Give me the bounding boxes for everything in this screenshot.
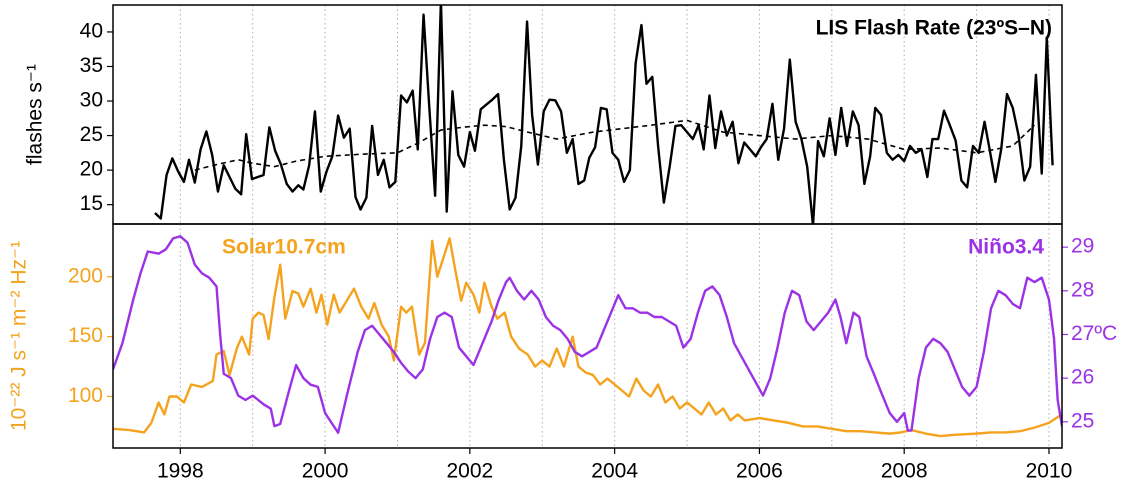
plot-area xyxy=(154,5,1054,224)
y-tick-label: 25 xyxy=(80,123,103,146)
y-axis-label: 10⁻²² J s⁻¹ m⁻² Hz⁻¹ xyxy=(8,241,31,431)
x-tick-label: 1998 xyxy=(157,460,204,483)
x-tick-label: 2004 xyxy=(591,460,638,483)
y-tick-label: 100 xyxy=(68,384,103,407)
y2-tick-label: 27ºC xyxy=(1071,322,1117,345)
x-tick-label: 2008 xyxy=(881,460,928,483)
y-axis-label: flashes s⁻¹ xyxy=(24,64,47,165)
data-line xyxy=(154,5,1054,224)
x-tick-label: 2006 xyxy=(736,460,783,483)
y-tick-label: 40 xyxy=(80,19,103,42)
y-tick-label: 15 xyxy=(80,192,103,215)
y-tick-label: 30 xyxy=(80,89,103,112)
y-tick-label: 150 xyxy=(68,324,103,347)
data-line xyxy=(113,237,1061,438)
y2-tick-label: 26 xyxy=(1071,366,1094,389)
y-tick-label: 200 xyxy=(68,264,103,287)
panel-frame xyxy=(112,223,1063,449)
chart-title: LIS Flash Rate (23ºS–N) xyxy=(816,17,1052,40)
data-line xyxy=(113,235,1062,434)
x-tick-label: 2010 xyxy=(1026,460,1073,483)
series-label: Solar10.7cm xyxy=(222,236,346,259)
series-label: Niño3.4 xyxy=(968,236,1044,259)
x-tick-label: 2000 xyxy=(302,460,349,483)
data-line xyxy=(194,119,1036,171)
y2-tick-label: 29 xyxy=(1071,235,1094,258)
y2-tick-label: 28 xyxy=(1071,278,1094,301)
plot-area xyxy=(113,235,1062,438)
y2-tick-label: 25 xyxy=(1071,409,1094,432)
x-tick-label: 2002 xyxy=(447,460,494,483)
y-tick-label: 35 xyxy=(80,54,103,77)
y-tick-label: 20 xyxy=(80,158,103,181)
